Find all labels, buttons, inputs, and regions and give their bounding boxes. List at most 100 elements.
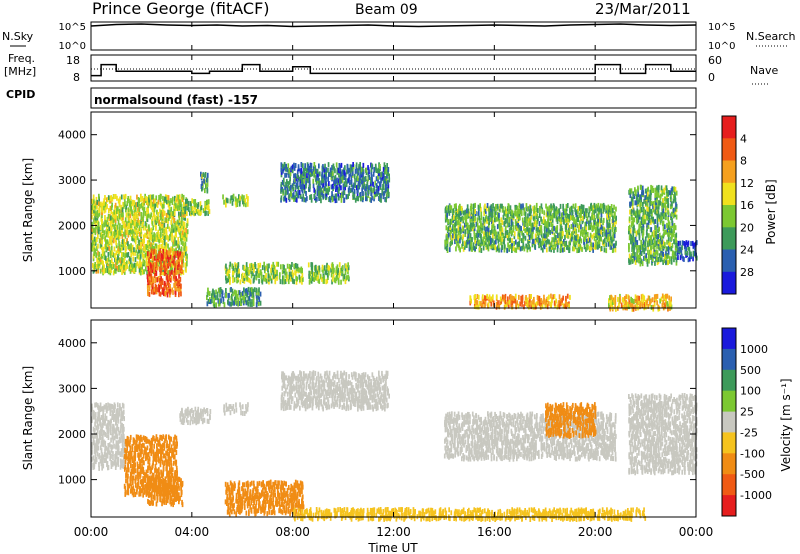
cell-0 xyxy=(111,225,113,231)
cell-11 xyxy=(645,299,647,305)
cell-7 xyxy=(372,171,375,177)
cell-0 xyxy=(91,242,93,248)
cell-0 xyxy=(152,194,155,200)
cell-10 xyxy=(553,300,556,306)
cell-9 xyxy=(584,225,586,231)
cell-0 xyxy=(185,201,188,207)
cell-1 xyxy=(152,262,155,267)
cell-9 xyxy=(547,227,550,233)
cell-9 xyxy=(558,211,561,217)
cell-7 xyxy=(328,181,330,186)
cell-8 xyxy=(331,276,334,282)
cell-7 xyxy=(361,182,364,188)
cell-0 xyxy=(169,200,171,206)
cell-12 xyxy=(661,201,663,207)
cell-9 xyxy=(503,243,506,249)
cell-1 xyxy=(164,267,166,273)
cell-5 xyxy=(280,264,282,270)
cell-12 xyxy=(636,242,638,248)
cell-0 xyxy=(113,209,116,215)
cell-10 xyxy=(537,295,540,301)
cell-0 xyxy=(183,221,186,227)
cell-6 xyxy=(219,292,221,298)
cell-7 xyxy=(280,162,283,168)
cell-1 xyxy=(167,257,170,263)
cell-12 xyxy=(636,249,639,255)
cell-1 xyxy=(148,258,150,264)
cell-9 xyxy=(506,230,509,235)
cell-12 xyxy=(662,189,664,195)
cell-9 xyxy=(584,221,587,227)
cell-9 xyxy=(449,231,452,237)
cell-12 xyxy=(630,234,632,240)
cell-0 xyxy=(123,238,126,244)
cell-9 xyxy=(533,211,535,217)
cell-1 xyxy=(149,280,151,286)
cell-1 xyxy=(150,251,153,257)
cell-7 xyxy=(296,180,299,186)
cell-0 xyxy=(148,194,150,200)
cell-1 xyxy=(166,263,168,268)
cell-9 xyxy=(544,229,546,235)
cell-7 xyxy=(363,180,365,186)
cell-12 xyxy=(647,249,649,255)
cell-9 xyxy=(455,215,458,221)
cell-1 xyxy=(162,287,164,293)
cell-12 xyxy=(673,207,675,213)
cell-12 xyxy=(664,229,666,235)
cell-0 xyxy=(104,268,106,274)
cell-1 xyxy=(160,279,162,285)
cell-0 xyxy=(171,246,174,252)
cell-12 xyxy=(670,211,673,217)
cell-9 xyxy=(496,203,499,209)
cell-10 xyxy=(474,294,476,299)
cell-12 xyxy=(671,231,673,237)
cell-9 xyxy=(609,231,612,237)
cell-7 xyxy=(350,182,353,187)
cell-0 xyxy=(104,215,106,220)
cell-7 xyxy=(319,195,321,201)
cell-7 xyxy=(341,191,343,197)
cell-12 xyxy=(662,208,665,214)
cell-9 xyxy=(547,206,549,212)
cell-10 xyxy=(535,301,538,307)
cell-7 xyxy=(383,162,386,168)
cell-7 xyxy=(317,178,319,184)
cell-5 xyxy=(301,268,303,273)
cell-0 xyxy=(134,206,137,212)
cell-9 xyxy=(553,241,556,247)
cell-9 xyxy=(464,209,467,215)
cell-0 xyxy=(133,247,135,253)
cell-0 xyxy=(96,225,99,231)
cell-9 xyxy=(575,228,578,234)
cell-0 xyxy=(123,264,125,270)
cell-12 xyxy=(671,201,673,207)
cell-0 xyxy=(176,194,178,200)
cell-0 xyxy=(143,206,146,212)
cell-6 xyxy=(236,293,239,299)
cell-0 xyxy=(154,217,157,223)
cell-6 xyxy=(237,290,240,296)
cell-9 xyxy=(592,247,594,253)
cell-0 xyxy=(110,215,112,221)
cell-10 xyxy=(507,296,509,302)
cell-9 xyxy=(536,230,539,236)
cell-10 xyxy=(523,304,525,310)
cell-12 xyxy=(674,206,677,212)
cell-9 xyxy=(578,212,581,218)
cell-0 xyxy=(115,233,118,239)
cell-13 xyxy=(691,240,694,246)
cell-12 xyxy=(637,217,640,223)
cell-8 xyxy=(326,278,329,284)
cell-0 xyxy=(128,198,131,204)
cell-1 xyxy=(156,277,159,283)
cell-9 xyxy=(523,224,525,229)
cell-0 xyxy=(103,251,106,257)
cell-0 xyxy=(158,225,161,231)
cell-7 xyxy=(289,171,292,177)
cell-9 xyxy=(494,244,496,250)
cell-0 xyxy=(98,438,100,444)
cell-11 xyxy=(622,304,625,310)
cell-10 xyxy=(514,293,517,299)
cell-9 xyxy=(555,226,557,232)
